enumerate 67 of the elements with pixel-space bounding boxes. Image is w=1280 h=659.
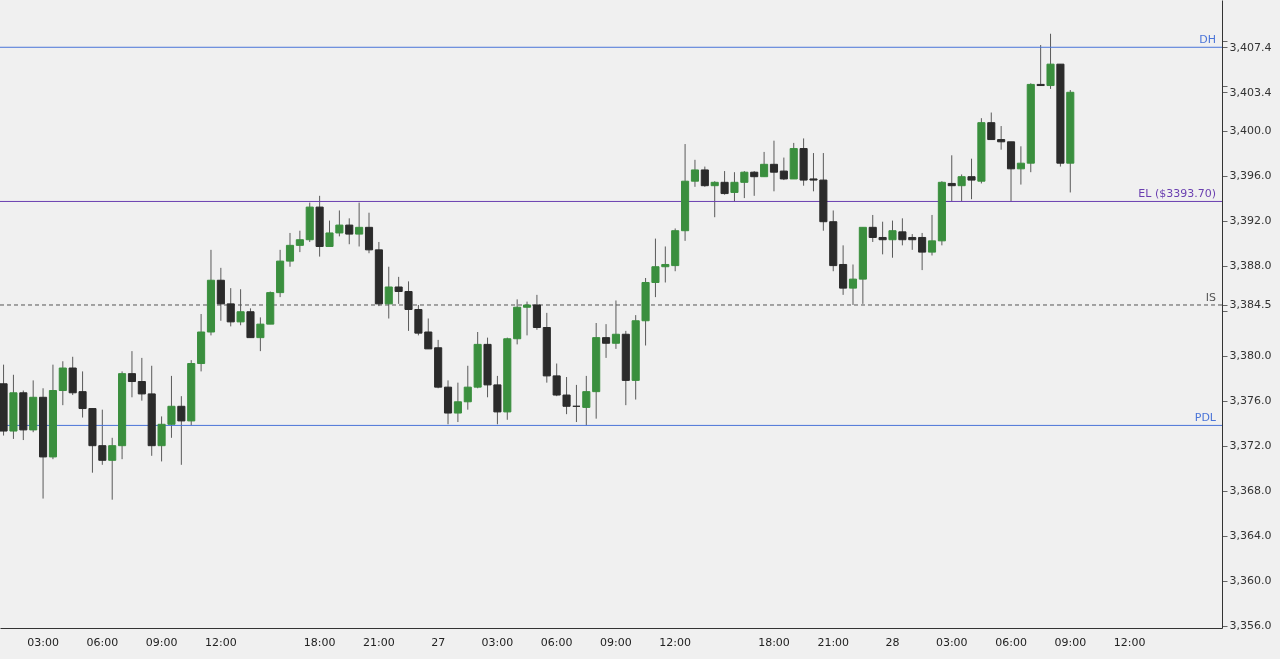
x-tick-label: 06:00 (86, 635, 119, 649)
ref-line-label: IS (1205, 291, 1217, 304)
candlestick (957, 173, 966, 202)
x-tick-label: 09:00 (1054, 635, 1087, 649)
candlestick (720, 170, 729, 196)
candlestick (947, 154, 956, 202)
x-tick-label: 03:00 (27, 635, 59, 649)
y-tick-label: 3,400.0 (1229, 124, 1272, 138)
candlestick (997, 125, 1006, 151)
x-tick-label: 12:00 (1113, 635, 1146, 649)
x-tick-label: 12:00 (659, 635, 692, 649)
y-tick-label: 3,388.0 (1229, 259, 1272, 273)
candlestick (295, 230, 304, 253)
y-tick-label: 3,368.0 (1229, 484, 1272, 498)
candlestick (355, 202, 364, 247)
y-tick-label: 3,360.0 (1229, 574, 1272, 588)
y-tick-label: 3,403.4 (1229, 85, 1272, 99)
x-tick-label: 09:00 (145, 635, 178, 649)
y-tick-label: 3,392.0 (1229, 214, 1272, 228)
ref-line-label: DH (1199, 33, 1216, 47)
candlestick (750, 170, 759, 197)
candlestick (127, 350, 137, 398)
x-tick-label: 06:00 (540, 635, 573, 649)
candlestick (1016, 145, 1025, 186)
candlestick (1046, 33, 1055, 90)
x-tick-label: 21:00 (817, 635, 850, 649)
x-tick-label: 21:00 (363, 635, 395, 649)
candlestick (108, 437, 117, 501)
y-tick-label: 3,384.5 (1229, 298, 1272, 312)
x-tick-label: 28 (885, 635, 900, 649)
x-tick-label: 27 (431, 635, 446, 649)
y-tick-label: 3,396.0 (1229, 169, 1272, 183)
ref-line-label: EL ($3393.70) (1138, 187, 1216, 201)
candlestick (345, 217, 354, 245)
candlestick (364, 212, 374, 254)
candlestick (760, 151, 769, 178)
candlestick (967, 158, 976, 200)
candlestick (453, 382, 462, 423)
candlestick (137, 357, 146, 402)
x-tick-label: 09:00 (600, 635, 632, 649)
y-tick-label: 3,372.0 (1229, 439, 1272, 453)
y-tick-label: 3,356.0 (1229, 619, 1272, 633)
candlestick (700, 166, 709, 188)
ref-line-label: PDL (1194, 411, 1217, 425)
candlestick (1036, 44, 1045, 87)
candlestick (839, 244, 848, 296)
candlestick (927, 214, 937, 256)
y-tick-label: 3,364.0 (1229, 529, 1272, 543)
candlestick (769, 140, 779, 192)
y-tick-label: 3,376.0 (1229, 394, 1272, 408)
candlestick (177, 395, 186, 466)
candlestick (710, 180, 719, 218)
x-tick-label: 18:00 (758, 635, 790, 649)
candlestick (987, 112, 996, 141)
x-tick-label: 06:00 (995, 635, 1027, 649)
x-tick-label: 12:00 (205, 635, 237, 649)
candlestick (888, 220, 897, 259)
candlestick (690, 159, 700, 188)
candlestick (285, 232, 295, 268)
x-tick-label: 18:00 (303, 635, 336, 649)
candlestick (602, 323, 611, 359)
candlestick (58, 360, 67, 406)
x-tick-label: 03:00 (935, 635, 968, 649)
x-tick-label: 03:00 (481, 635, 514, 649)
candlestick (918, 232, 927, 271)
y-tick-label: 3,380.0 (1229, 349, 1272, 363)
y-tick-label: 3,407.4 (1229, 40, 1272, 54)
